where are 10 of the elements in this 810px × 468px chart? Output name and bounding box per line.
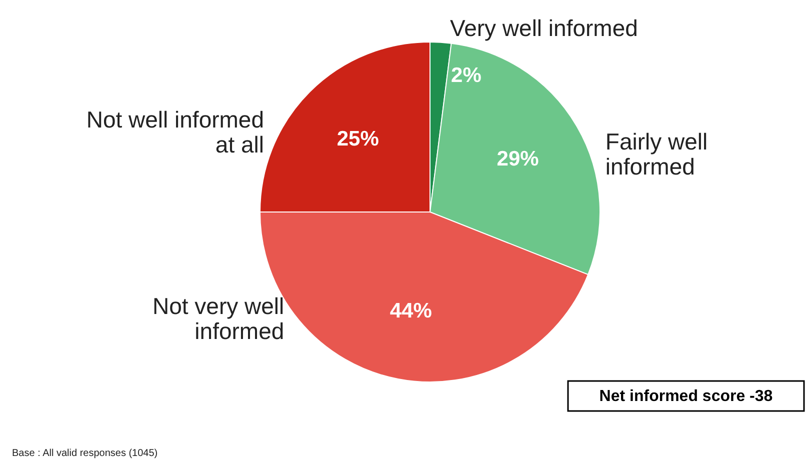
slice-label: Very well informed xyxy=(450,15,638,42)
slice-label: Fairly well informed xyxy=(605,128,708,180)
data-label: 2% xyxy=(451,64,482,87)
text: Base : All valid responses (1045) xyxy=(12,448,158,459)
data-label: 29% xyxy=(496,148,540,171)
slice-label: Not very well informed xyxy=(152,293,284,344)
data-label: 25% xyxy=(336,127,380,150)
text: Net informed score -38 xyxy=(599,388,773,406)
slice-label: Not well informed at all xyxy=(86,106,264,158)
data-label: 44% xyxy=(390,300,432,323)
